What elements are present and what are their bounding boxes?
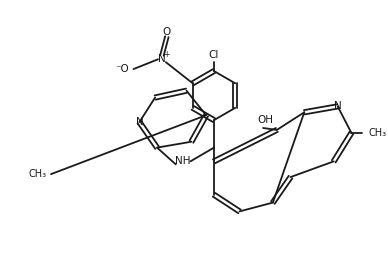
Text: N: N [135, 117, 143, 127]
Text: CH₃: CH₃ [368, 128, 386, 138]
Text: N: N [334, 101, 341, 112]
Text: N: N [158, 54, 166, 64]
Text: +: + [164, 50, 170, 59]
Text: CH₃: CH₃ [28, 169, 46, 179]
Text: Cl: Cl [209, 50, 219, 60]
Text: NH: NH [175, 156, 191, 166]
Text: O: O [163, 27, 171, 37]
Text: OH: OH [257, 115, 273, 125]
Text: ⁻O: ⁻O [115, 64, 128, 74]
